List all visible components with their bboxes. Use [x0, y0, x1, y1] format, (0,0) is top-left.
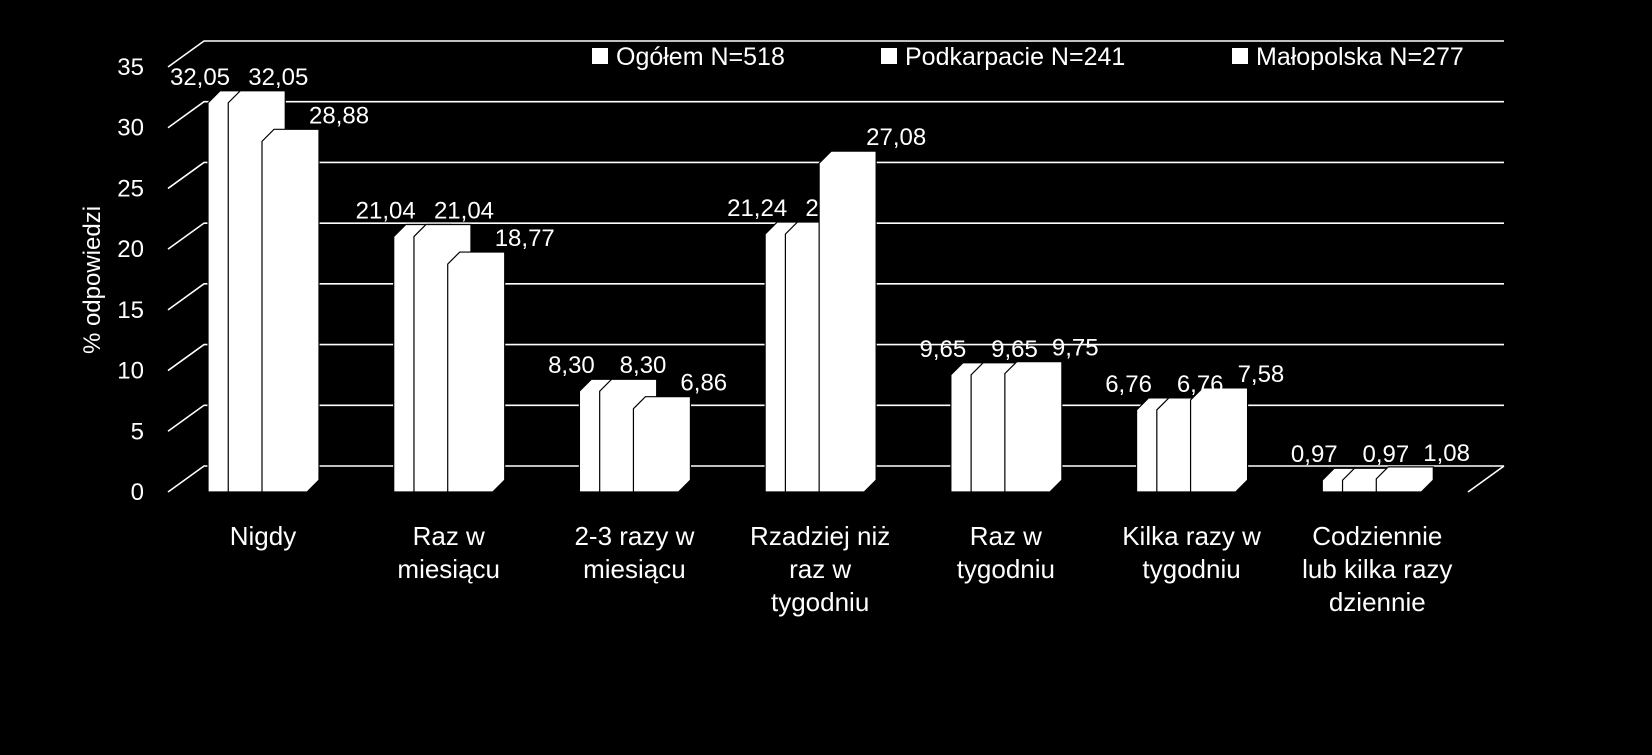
y-tick-label: 25: [117, 175, 144, 202]
y-tick-label: 30: [117, 115, 144, 142]
floor-edge: [1467, 465, 1505, 493]
grid-line: [167, 100, 1504, 129]
data-label: 21,04: [434, 198, 494, 225]
data-label: 6,76: [1177, 371, 1224, 398]
bar: [1189, 387, 1249, 493]
data-label: 32,05: [248, 64, 308, 91]
x-tick-label: Codziennie lub kilka razy dziennie: [1302, 521, 1452, 617]
data-label: 7,58: [1238, 361, 1285, 388]
bars: [207, 90, 1434, 493]
grid-line: [167, 343, 1504, 372]
legend-label: Ogółem N=518: [616, 43, 785, 71]
x-tick-label: Kilka razy w tygodniu: [1122, 521, 1261, 584]
y-axis-label: % odpowiedzi: [79, 206, 106, 354]
legend-swatch: [881, 48, 897, 64]
grid-line: [167, 465, 1504, 493]
y-axis-ticks: 0 5 10 15 20 25 30 35: [117, 54, 144, 506]
bar: [447, 251, 506, 493]
bar: [632, 396, 692, 493]
data-label: 0,97: [1363, 441, 1410, 468]
data-label: 0,97: [1291, 441, 1338, 468]
data-label: 21,04: [356, 198, 416, 225]
grid-line: [167, 161, 1504, 190]
grid-line: [167, 222, 1504, 250]
grid-line: [167, 283, 1504, 311]
grid-line: [167, 40, 1504, 68]
y-tick-label: 20: [117, 236, 144, 263]
data-label: 9,75: [1052, 335, 1099, 362]
legend-item: Podkarpacie N=241: [881, 43, 1125, 71]
bar: [1004, 361, 1063, 493]
data-label: 8,30: [548, 352, 595, 379]
legend: Ogółem N=518 Podkarpacie N=241 Małopolska …: [592, 43, 1464, 71]
x-axis-labels: Nigdy Raz w miesiącu 2-3 razy w miesiącu Rzad…: [230, 521, 1453, 617]
x-tick-label: Raz w tygodniu: [957, 521, 1055, 584]
legend-item: Małopolska N=277: [1232, 43, 1464, 71]
y-tick-label: 5: [131, 418, 144, 445]
legend-swatch: [592, 48, 608, 64]
bar: [818, 150, 877, 493]
grid-line: [167, 404, 1504, 432]
x-tick-label: Rzadziej niż raz w tygodniu: [750, 521, 890, 617]
bar: [261, 128, 320, 493]
y-tick-label: 0: [131, 479, 144, 506]
legend-label: Podkarpacie N=241: [905, 43, 1125, 71]
data-label: 1,08: [1423, 440, 1470, 467]
data-label: 21,24: [805, 195, 865, 222]
x-tick-label: Nigdy: [230, 521, 296, 551]
legend-swatch: [1232, 48, 1248, 64]
y-tick-label: 15: [117, 297, 144, 324]
grid-lines: [167, 40, 1505, 493]
data-label: 28,88: [309, 102, 369, 129]
x-tick-label: Raz w miesiącu: [397, 521, 500, 584]
legend-label: Małopolska N=277: [1256, 43, 1464, 71]
data-label: 21,24: [727, 195, 787, 222]
y-tick-label: 35: [117, 54, 144, 81]
bar: [1375, 466, 1434, 493]
data-label: 27,08: [866, 124, 926, 151]
data-label: 6,86: [680, 370, 727, 397]
data-label: 6,76: [1105, 371, 1152, 398]
data-label: 8,30: [620, 352, 667, 379]
data-label: 18,77: [495, 225, 555, 252]
data-label: 32,05: [170, 64, 230, 91]
data-label: 9,65: [919, 336, 966, 363]
x-tick-label: 2-3 razy w miesiącu: [574, 521, 694, 584]
data-label: 9,65: [991, 336, 1038, 363]
legend-item: Ogółem N=518: [592, 43, 785, 71]
y-tick-label: 10: [117, 358, 144, 385]
